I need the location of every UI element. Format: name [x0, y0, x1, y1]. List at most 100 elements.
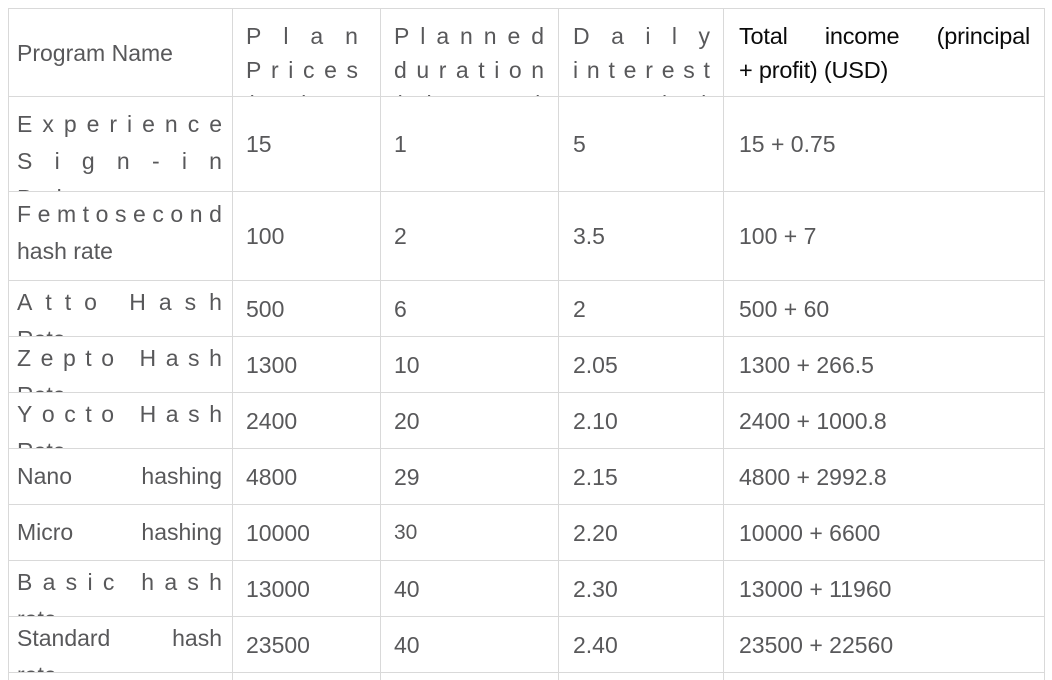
- cell-planned-duration: 40: [380, 672, 559, 680]
- cell-content: 4800 + 2992.8: [724, 449, 1044, 504]
- total-income-value: 500 + 60: [739, 295, 830, 322]
- cell-plan-price: 15: [232, 96, 381, 192]
- cell-daily-interest: 5: [558, 96, 724, 192]
- cell-content: 2.05: [559, 337, 723, 392]
- cell-content: 2.30: [559, 561, 723, 616]
- cell-daily-interest: 2.20: [558, 504, 724, 561]
- cell-plan-price: 2400: [232, 392, 381, 449]
- cell-content: Total income (principal + profit) (USD): [724, 9, 1044, 96]
- plan-price-value: 2400: [246, 407, 298, 434]
- cell-content: Nano hashing: [9, 449, 232, 504]
- plan-price-value: 4800: [246, 463, 298, 490]
- cell-plan-price: 10000: [232, 504, 381, 561]
- cell-daily-interest: 2.05: [558, 336, 724, 393]
- cell-line: Advancedhash: [17, 676, 222, 680]
- cell-program-name: Micro hashing: [8, 504, 233, 561]
- total-income-value: 15 + 0.75: [739, 131, 836, 157]
- cell-line: rate (%): [573, 87, 710, 96]
- cell-content: 13000 + 11960: [724, 561, 1044, 616]
- cell-content: 500 + 60: [724, 281, 1044, 336]
- cell-content: 2400: [233, 393, 380, 448]
- cell-content: 6: [381, 281, 558, 336]
- cell-plan-price: 500: [232, 280, 381, 337]
- table-row: Nano hashing 4800 29 2.15 4800 + 2992.8: [8, 448, 1045, 505]
- cell-content: 5: [559, 97, 723, 191]
- plan-price-value: 500: [246, 295, 285, 322]
- header-cell-total-income: Total income (principal + profit) (USD): [723, 8, 1045, 97]
- daily-interest-value: 2.05: [573, 351, 618, 378]
- cell-content: 10000 + 6600: [724, 505, 1044, 560]
- cell-line: rate: [17, 601, 222, 616]
- cell-daily-interest: 3.5: [558, 191, 724, 281]
- planned-duration-value: 10: [394, 351, 420, 378]
- cell-content: 3.5: [559, 192, 723, 280]
- cell-program-name: Nano hashing: [8, 448, 233, 505]
- cell-line: Package: [17, 180, 222, 191]
- cell-plan-price: 23500: [232, 616, 381, 673]
- cell-content: 2.50: [559, 673, 723, 680]
- cell-content: 29: [381, 449, 558, 504]
- cell-line: (days): [394, 87, 544, 96]
- cell-line: Rate: [17, 321, 222, 336]
- table-row-partial: Advancedhashrate50000402.5050000 + 50000: [8, 672, 1045, 680]
- cell-plan-price: 13000: [232, 560, 381, 617]
- cell-total-income: 15 + 0.75: [723, 96, 1045, 192]
- cell-content: 1300 + 266.5: [724, 337, 1044, 392]
- daily-interest-value: 3.5: [573, 223, 605, 249]
- plan-price-value: 100: [246, 223, 285, 249]
- cell-total-income: 10000 + 6600: [723, 504, 1045, 561]
- cell-line: Total income (principal: [739, 23, 1030, 49]
- cell-daily-interest: 2.50: [558, 672, 724, 680]
- cell-line: Rate: [17, 377, 222, 392]
- cell-total-income: 1300 + 266.5: [723, 336, 1045, 393]
- cell-planned-duration: 6: [380, 280, 559, 337]
- cell-line: Nano hashing: [17, 463, 222, 489]
- cell-line: + profit) (USD): [739, 57, 889, 83]
- cell-total-income: 2400 + 1000.8: [723, 392, 1045, 449]
- cell-content: 500: [233, 281, 380, 336]
- cell-line: Micro hashing: [17, 519, 222, 545]
- cell-line: Standard hash: [17, 625, 222, 651]
- cell-content: 1300: [233, 337, 380, 392]
- cell-daily-interest: 2: [558, 280, 724, 337]
- plan-price-value: 10000: [246, 519, 310, 546]
- cell-planned-duration: 2: [380, 191, 559, 281]
- cell-content: 2.10: [559, 393, 723, 448]
- cell-program-name: Advancedhashrate: [8, 672, 233, 680]
- cell-daily-interest: 2.30: [558, 560, 724, 617]
- cell-line: (USD): [246, 87, 358, 96]
- cell-line: Program Name: [17, 39, 173, 66]
- daily-interest-value: 2.40: [573, 631, 618, 658]
- cell-content: 15: [233, 97, 380, 191]
- cell-content: 23500 + 22560: [724, 617, 1044, 672]
- cell-total-income: 50000 + 50000: [723, 672, 1045, 680]
- total-income-value: 10000 + 6600: [739, 519, 881, 546]
- planned-duration-value: 6: [394, 295, 407, 322]
